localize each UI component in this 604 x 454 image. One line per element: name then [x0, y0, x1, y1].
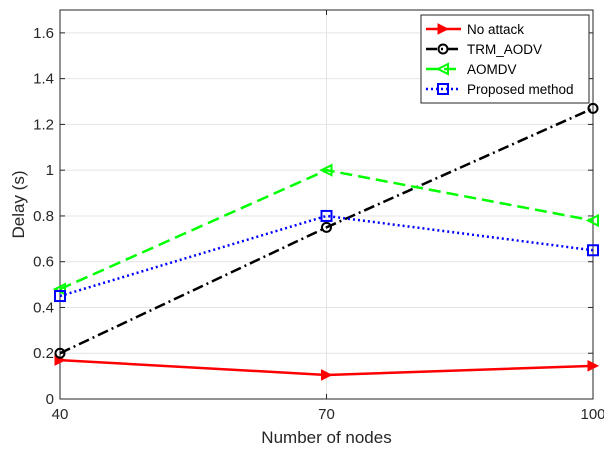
x-tick-label: 70 [318, 406, 335, 423]
legend-marker [437, 83, 449, 95]
y-tick-label: 0.8 [33, 208, 54, 225]
data-point [321, 221, 332, 233]
y-axis-label: Delay (s) [9, 170, 28, 238]
legend-label: Proposed method [467, 82, 574, 97]
y-tick-label: 1 [46, 162, 54, 179]
x-axis-label: Number of nodes [261, 428, 391, 447]
data-point [320, 209, 333, 222]
legend-marker [435, 62, 449, 76]
x-axis-ticks: 40 70 100 [52, 10, 604, 423]
data-point [587, 102, 599, 114]
data-point [54, 347, 66, 359]
y-tick-label: 1.4 [33, 71, 54, 88]
series-proposed-method [54, 209, 599, 303]
series-aomdv [52, 163, 599, 296]
series-line [59, 168, 594, 291]
series-lines [52, 102, 600, 381]
legend-label: AOMDV [467, 62, 517, 77]
x-tick-label: 100 [580, 406, 604, 423]
legend-label: TRM_AODV [467, 42, 542, 57]
data-point [54, 290, 66, 303]
y-tick-label: 0.2 [33, 345, 54, 362]
y-axis-ticks: 0 0.2 0.4 0.6 0.8 1 1.2 1.4 1.6 [33, 25, 593, 408]
y-tick-label: 1.2 [33, 116, 54, 133]
legend-label: No attack [467, 22, 524, 37]
legend: No attack TRM_AODV AOMDV Proposed method [420, 14, 590, 104]
data-point [587, 244, 599, 257]
legend-marker [437, 23, 450, 35]
data-point [321, 369, 333, 381]
y-tick-label: 1.6 [33, 25, 54, 42]
data-point [587, 360, 600, 372]
y-tick-label: 0 [46, 391, 54, 408]
y-tick-label: 0.6 [33, 254, 54, 271]
y-tick-label: 0.4 [33, 299, 54, 316]
series-trm-aodv [54, 102, 599, 359]
x-tick-label: 40 [52, 406, 69, 423]
data-point [319, 163, 333, 177]
data-point [585, 213, 599, 228]
legend-marker [437, 43, 449, 55]
series-line [59, 107, 594, 355]
